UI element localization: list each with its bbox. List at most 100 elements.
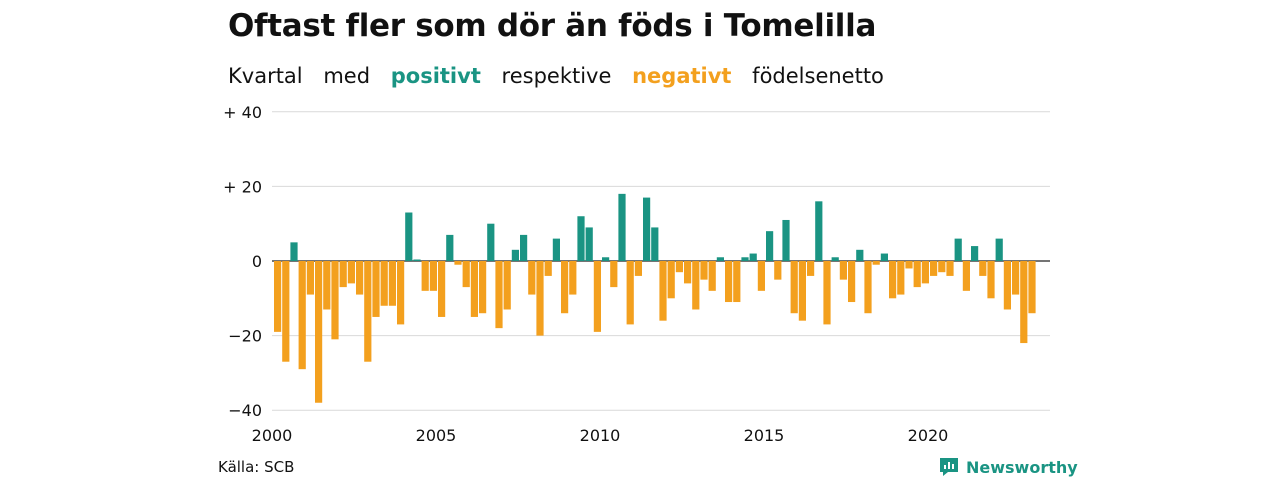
brand: Newsworthy [938, 456, 1078, 478]
bar [306, 261, 314, 295]
bar [626, 261, 634, 325]
bar [503, 261, 511, 310]
bar [544, 261, 552, 276]
x-tick-label: 2005 [416, 426, 457, 445]
bar [839, 261, 847, 280]
bar [1003, 261, 1011, 310]
bar [987, 261, 995, 299]
bar [700, 261, 708, 280]
bar [930, 261, 938, 276]
bar [921, 261, 929, 284]
bar [380, 261, 388, 306]
y-tick-label: −20 [228, 327, 262, 346]
bar [651, 227, 659, 261]
bar [282, 261, 290, 362]
bar [798, 261, 806, 321]
brand-name: Newsworthy [966, 457, 1078, 477]
bar [323, 261, 331, 310]
bar [659, 261, 667, 321]
bar [913, 261, 921, 288]
bar [815, 201, 823, 261]
bar [954, 238, 962, 261]
y-tick-label: −40 [228, 401, 262, 420]
subtitle-positive-label: positivt [390, 64, 481, 88]
bar [905, 261, 913, 269]
bar [741, 257, 749, 261]
bar [725, 261, 733, 303]
x-tick-label: 2000 [252, 426, 293, 445]
y-axis-labels: + 40 + 20 0 −20 −40 [223, 103, 262, 420]
subtitle-word: Kvartal [228, 64, 303, 88]
bar [880, 253, 888, 261]
bar [290, 242, 298, 261]
bar [897, 261, 905, 295]
chart-title: Oftast fler som dör än föds i Tomelilla [228, 8, 877, 44]
bar [872, 261, 880, 265]
bar [470, 261, 478, 317]
subtitle-word: respektive [501, 64, 612, 88]
bar [782, 219, 790, 261]
bar [347, 261, 355, 284]
bar [790, 261, 798, 314]
bar [889, 261, 897, 299]
bar [511, 249, 519, 261]
bar [454, 261, 462, 265]
y-tick-label: + 20 [223, 177, 262, 196]
y-tick-label: + 40 [223, 103, 262, 122]
bar [397, 261, 405, 325]
bar [315, 261, 323, 403]
x-tick-label: 2015 [744, 426, 785, 445]
bar [1020, 261, 1028, 344]
bar [569, 261, 577, 295]
bar [421, 261, 429, 291]
bar [1028, 261, 1036, 314]
bar [757, 261, 765, 291]
bar [438, 261, 446, 317]
bar [364, 261, 372, 362]
bar [520, 234, 528, 261]
bar [1012, 261, 1020, 295]
bar [995, 238, 1003, 261]
bar [585, 227, 593, 261]
bar [528, 261, 536, 295]
bar [823, 261, 831, 325]
bar [593, 261, 601, 332]
subtitle-negative-label: negativt [632, 64, 732, 88]
bar [807, 261, 815, 276]
bar [971, 246, 979, 261]
bar [618, 193, 626, 261]
subtitle-word: födelsenetto [752, 64, 884, 88]
subtitle-word: med [323, 64, 371, 88]
bar [634, 261, 642, 276]
bar [938, 261, 946, 273]
bar [684, 261, 692, 284]
bar [339, 261, 347, 288]
bar [643, 197, 651, 261]
bar [856, 249, 864, 261]
bar [536, 261, 544, 336]
bar [388, 261, 396, 306]
bar [495, 261, 503, 329]
bar [274, 261, 282, 332]
bar [667, 261, 675, 299]
bar [602, 257, 610, 261]
y-tick-label: 0 [252, 252, 262, 271]
bar [848, 261, 856, 303]
bar [577, 216, 585, 261]
bar [610, 261, 618, 288]
source-note: Källa: SCB [218, 458, 295, 476]
bar [692, 261, 700, 310]
newsworthy-logo-icon [940, 458, 958, 476]
bar [979, 261, 987, 276]
bar [372, 261, 380, 317]
bar [552, 238, 560, 261]
bar [716, 257, 724, 261]
bar [429, 261, 437, 291]
bar [446, 234, 454, 261]
bar [946, 261, 954, 276]
bar [479, 261, 487, 314]
bar [405, 212, 413, 261]
bar [298, 261, 306, 370]
bar [487, 223, 495, 261]
